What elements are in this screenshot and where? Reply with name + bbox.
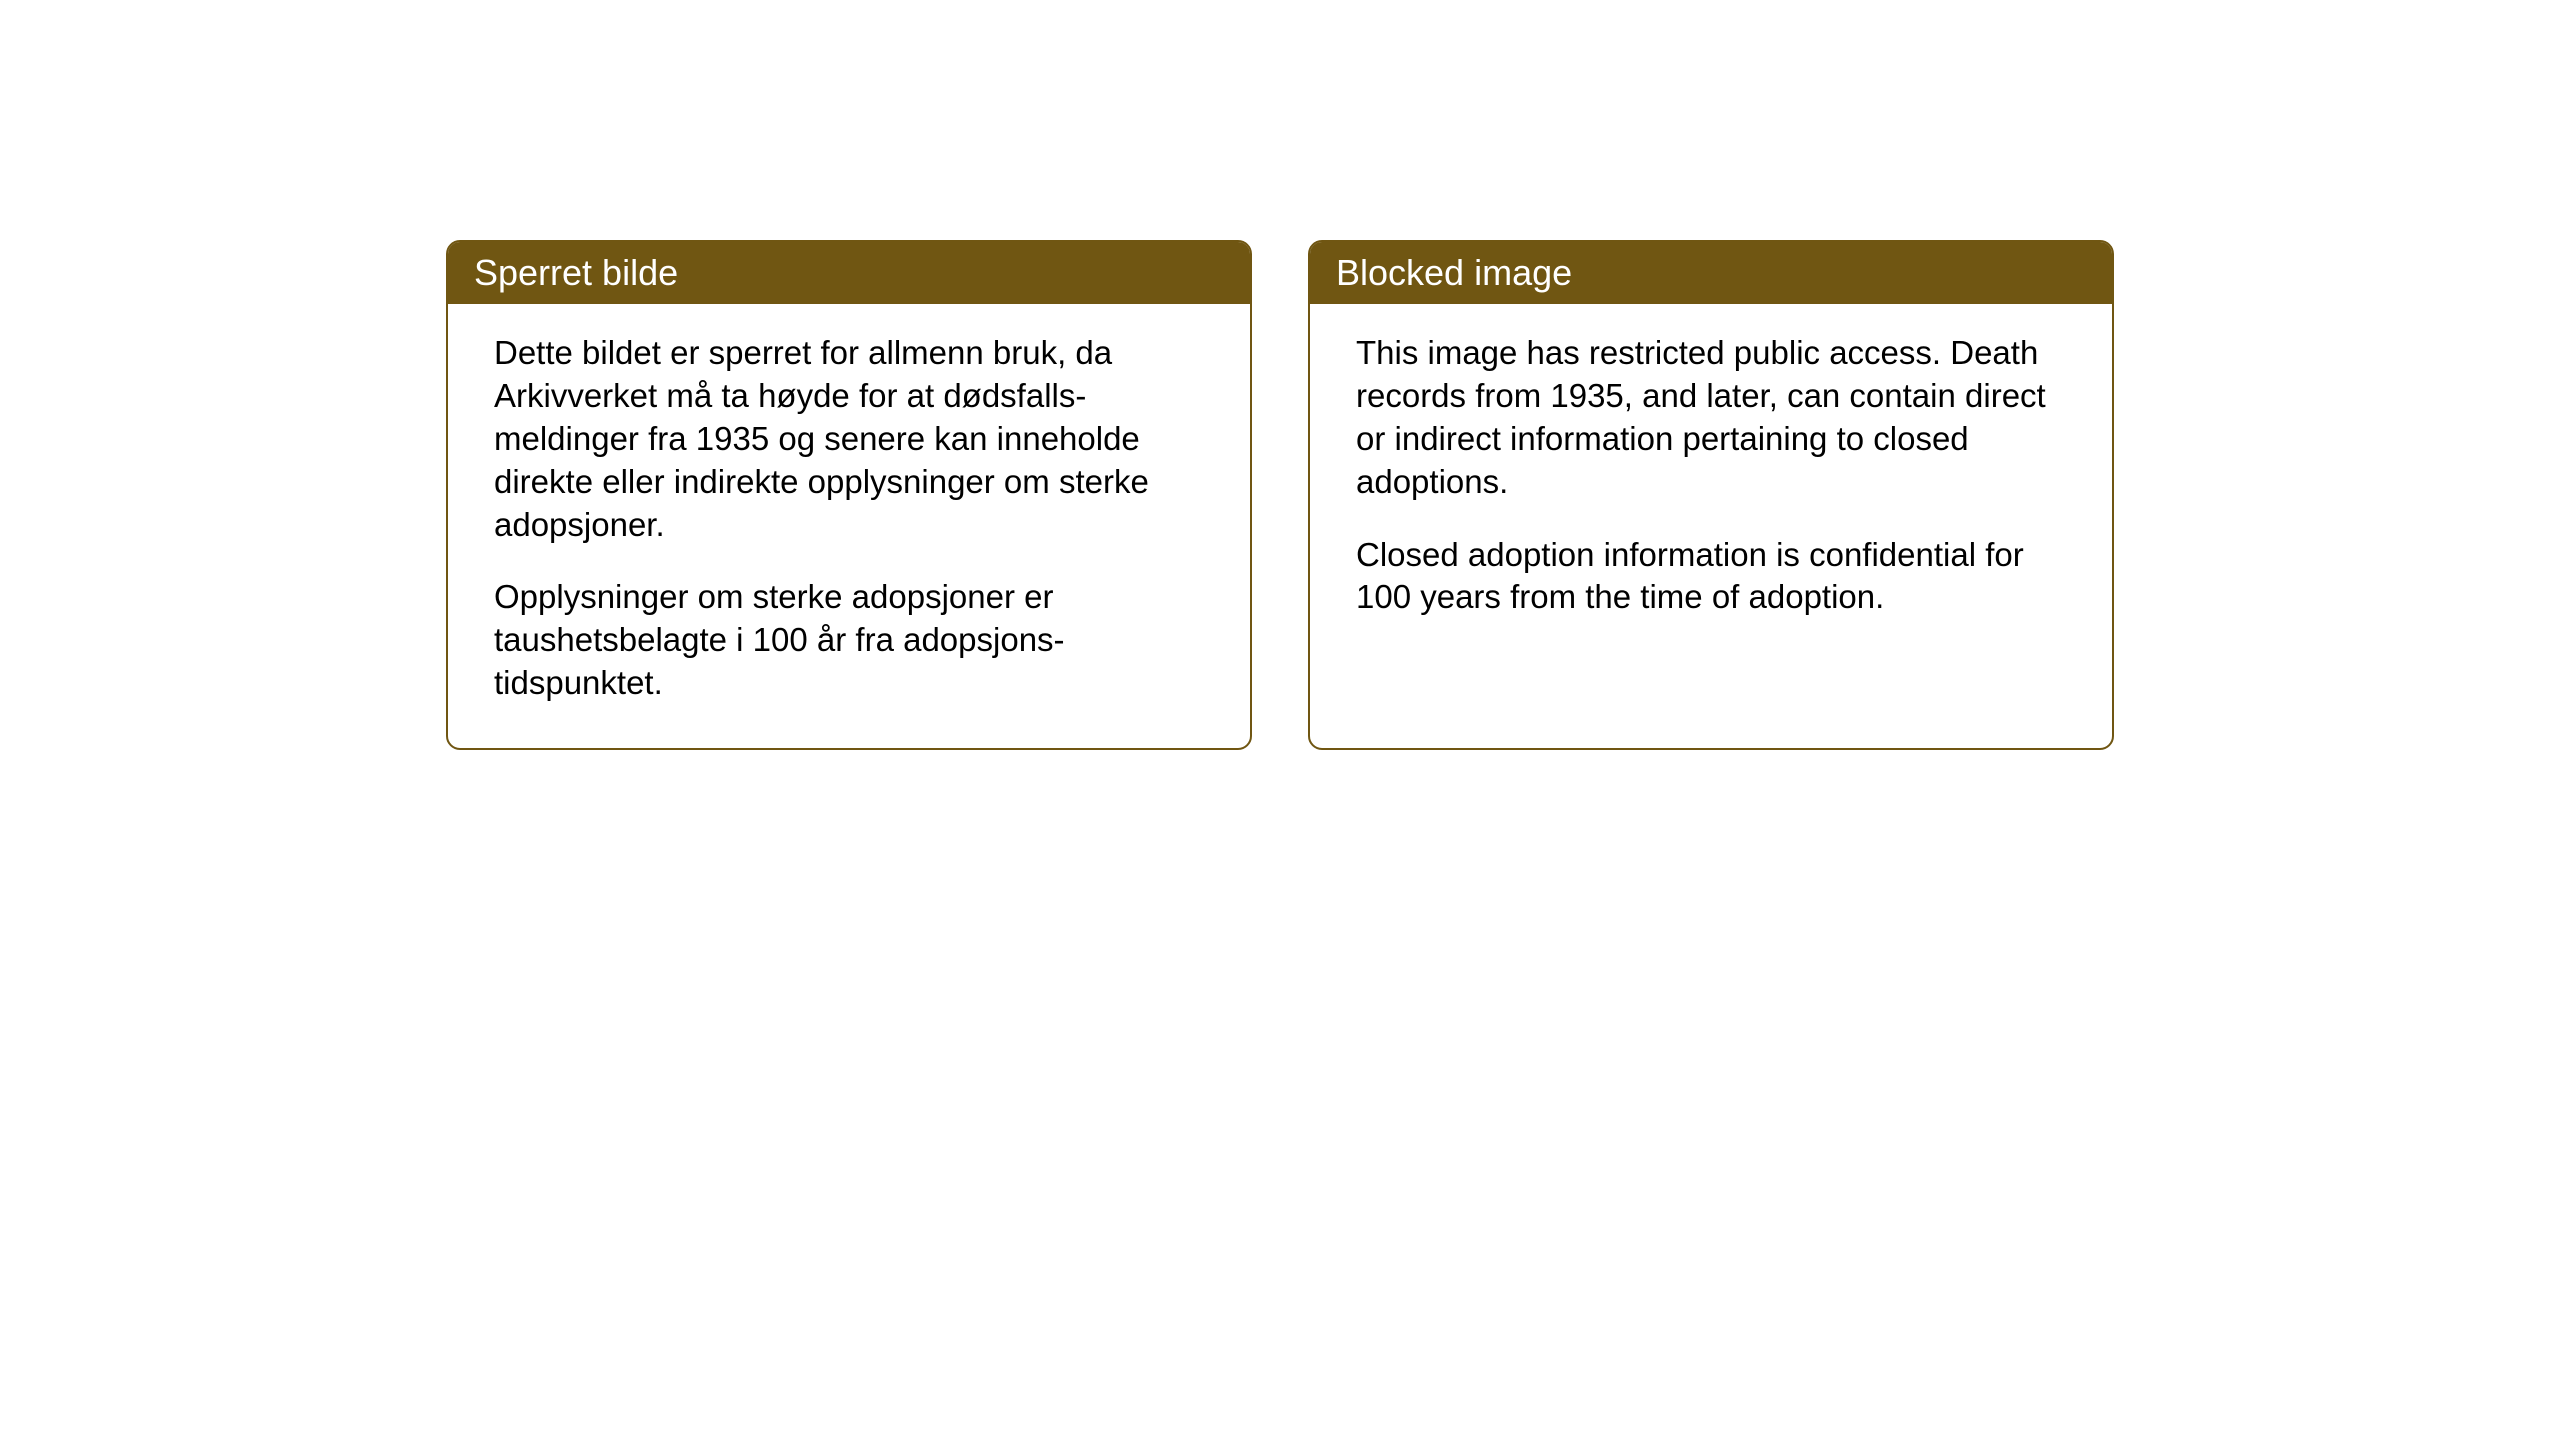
norwegian-card-title: Sperret bilde [474,252,678,293]
norwegian-info-card: Sperret bilde Dette bildet er sperret fo… [446,240,1252,750]
english-paragraph-2: Closed adoption information is confident… [1356,534,2066,620]
english-card-body: This image has restricted public access.… [1310,304,2112,748]
norwegian-card-header: Sperret bilde [448,242,1250,304]
norwegian-paragraph-2: Opplysninger om sterke adopsjoner er tau… [494,576,1204,705]
english-paragraph-1: This image has restricted public access.… [1356,332,2066,504]
english-card-title: Blocked image [1336,252,1572,293]
norwegian-paragraph-1: Dette bildet er sperret for allmenn bruk… [494,332,1204,546]
english-info-card: Blocked image This image has restricted … [1308,240,2114,750]
norwegian-card-body: Dette bildet er sperret for allmenn bruk… [448,304,1250,748]
english-card-header: Blocked image [1310,242,2112,304]
cards-container: Sperret bilde Dette bildet er sperret fo… [446,240,2114,750]
